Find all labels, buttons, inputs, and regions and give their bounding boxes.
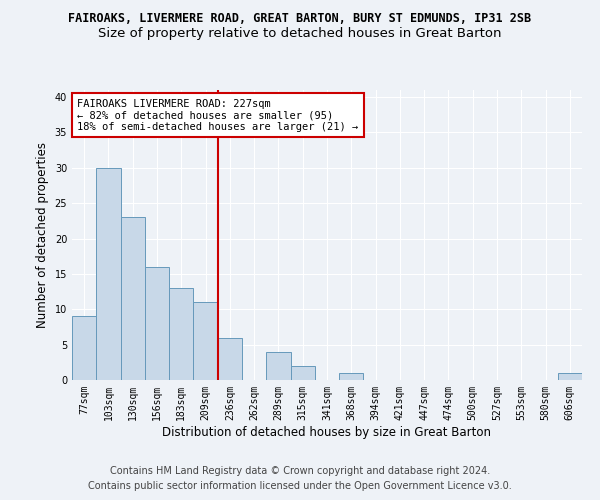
Text: Contains HM Land Registry data © Crown copyright and database right 2024.: Contains HM Land Registry data © Crown c… bbox=[110, 466, 490, 476]
Bar bbox=[218, 338, 242, 380]
Text: FAIROAKS, LIVERMERE ROAD, GREAT BARTON, BURY ST EDMUNDS, IP31 2SB: FAIROAKS, LIVERMERE ROAD, GREAT BARTON, … bbox=[68, 12, 532, 26]
Text: Contains public sector information licensed under the Open Government Licence v3: Contains public sector information licen… bbox=[88, 481, 512, 491]
Bar bbox=[96, 168, 121, 380]
Text: Size of property relative to detached houses in Great Barton: Size of property relative to detached ho… bbox=[98, 28, 502, 40]
Bar bbox=[169, 288, 193, 380]
Y-axis label: Number of detached properties: Number of detached properties bbox=[36, 142, 49, 328]
X-axis label: Distribution of detached houses by size in Great Barton: Distribution of detached houses by size … bbox=[163, 426, 491, 438]
Text: FAIROAKS LIVERMERE ROAD: 227sqm
← 82% of detached houses are smaller (95)
18% of: FAIROAKS LIVERMERE ROAD: 227sqm ← 82% of… bbox=[77, 98, 358, 132]
Bar bbox=[193, 302, 218, 380]
Bar bbox=[290, 366, 315, 380]
Bar bbox=[339, 373, 364, 380]
Bar bbox=[266, 352, 290, 380]
Bar bbox=[72, 316, 96, 380]
Bar bbox=[121, 218, 145, 380]
Bar bbox=[145, 267, 169, 380]
Bar bbox=[558, 373, 582, 380]
